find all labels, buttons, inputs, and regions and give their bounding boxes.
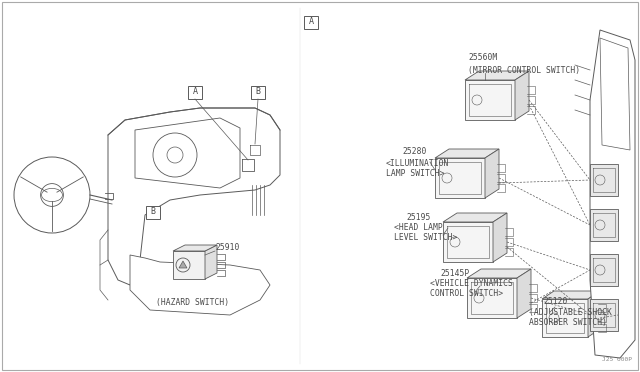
Text: LAMP SWITCH>: LAMP SWITCH> — [386, 169, 445, 177]
Text: A: A — [193, 87, 198, 96]
Polygon shape — [465, 80, 515, 120]
Text: 25195: 25195 — [406, 214, 430, 222]
Polygon shape — [435, 149, 499, 158]
Text: 25910: 25910 — [215, 244, 239, 253]
Polygon shape — [108, 108, 280, 285]
Polygon shape — [205, 245, 217, 279]
Text: <VEHICLE DYNAMICS: <VEHICLE DYNAMICS — [430, 279, 513, 289]
Polygon shape — [485, 149, 499, 198]
Polygon shape — [590, 299, 618, 331]
Text: CONTROL SWITCH>: CONTROL SWITCH> — [430, 289, 503, 298]
Text: A: A — [308, 17, 314, 26]
Polygon shape — [130, 255, 270, 315]
Text: <HEAD LAMP: <HEAD LAMP — [394, 224, 443, 232]
Text: LEVEL SWITCH>: LEVEL SWITCH> — [394, 234, 458, 243]
Text: J25 000P: J25 000P — [602, 357, 632, 362]
Text: (HAZARD SWITCH): (HAZARD SWITCH) — [156, 298, 230, 308]
Polygon shape — [588, 291, 600, 337]
Polygon shape — [179, 261, 187, 268]
Polygon shape — [542, 291, 600, 299]
Text: 25560M: 25560M — [468, 54, 497, 62]
Text: 25145P: 25145P — [440, 269, 469, 279]
Text: (MIRROR CONTROL SWITCH): (MIRROR CONTROL SWITCH) — [468, 65, 580, 74]
Polygon shape — [600, 38, 630, 150]
Polygon shape — [467, 269, 531, 278]
Polygon shape — [590, 209, 618, 241]
Polygon shape — [542, 299, 588, 337]
Polygon shape — [173, 251, 205, 279]
Bar — [146, 205, 160, 218]
Polygon shape — [590, 30, 635, 358]
Polygon shape — [443, 213, 507, 222]
Bar — [251, 86, 265, 99]
Polygon shape — [590, 164, 618, 196]
Text: ABSORBER SWITCH): ABSORBER SWITCH) — [529, 317, 607, 327]
Polygon shape — [493, 213, 507, 262]
Polygon shape — [443, 222, 493, 262]
Bar — [304, 16, 318, 29]
Text: (ADJUSTABLE SHOCK: (ADJUSTABLE SHOCK — [529, 308, 612, 317]
Text: 25120: 25120 — [543, 298, 568, 307]
Bar — [188, 86, 202, 99]
Text: 25280: 25280 — [402, 148, 426, 157]
Polygon shape — [517, 269, 531, 318]
Polygon shape — [135, 118, 240, 188]
Polygon shape — [590, 254, 618, 286]
Polygon shape — [435, 158, 485, 198]
Text: B: B — [255, 87, 260, 96]
Text: B: B — [150, 208, 156, 217]
Polygon shape — [515, 71, 529, 120]
Polygon shape — [465, 71, 529, 80]
Polygon shape — [173, 245, 217, 251]
Text: <ILLUMINATION: <ILLUMINATION — [386, 158, 449, 167]
Polygon shape — [467, 278, 517, 318]
